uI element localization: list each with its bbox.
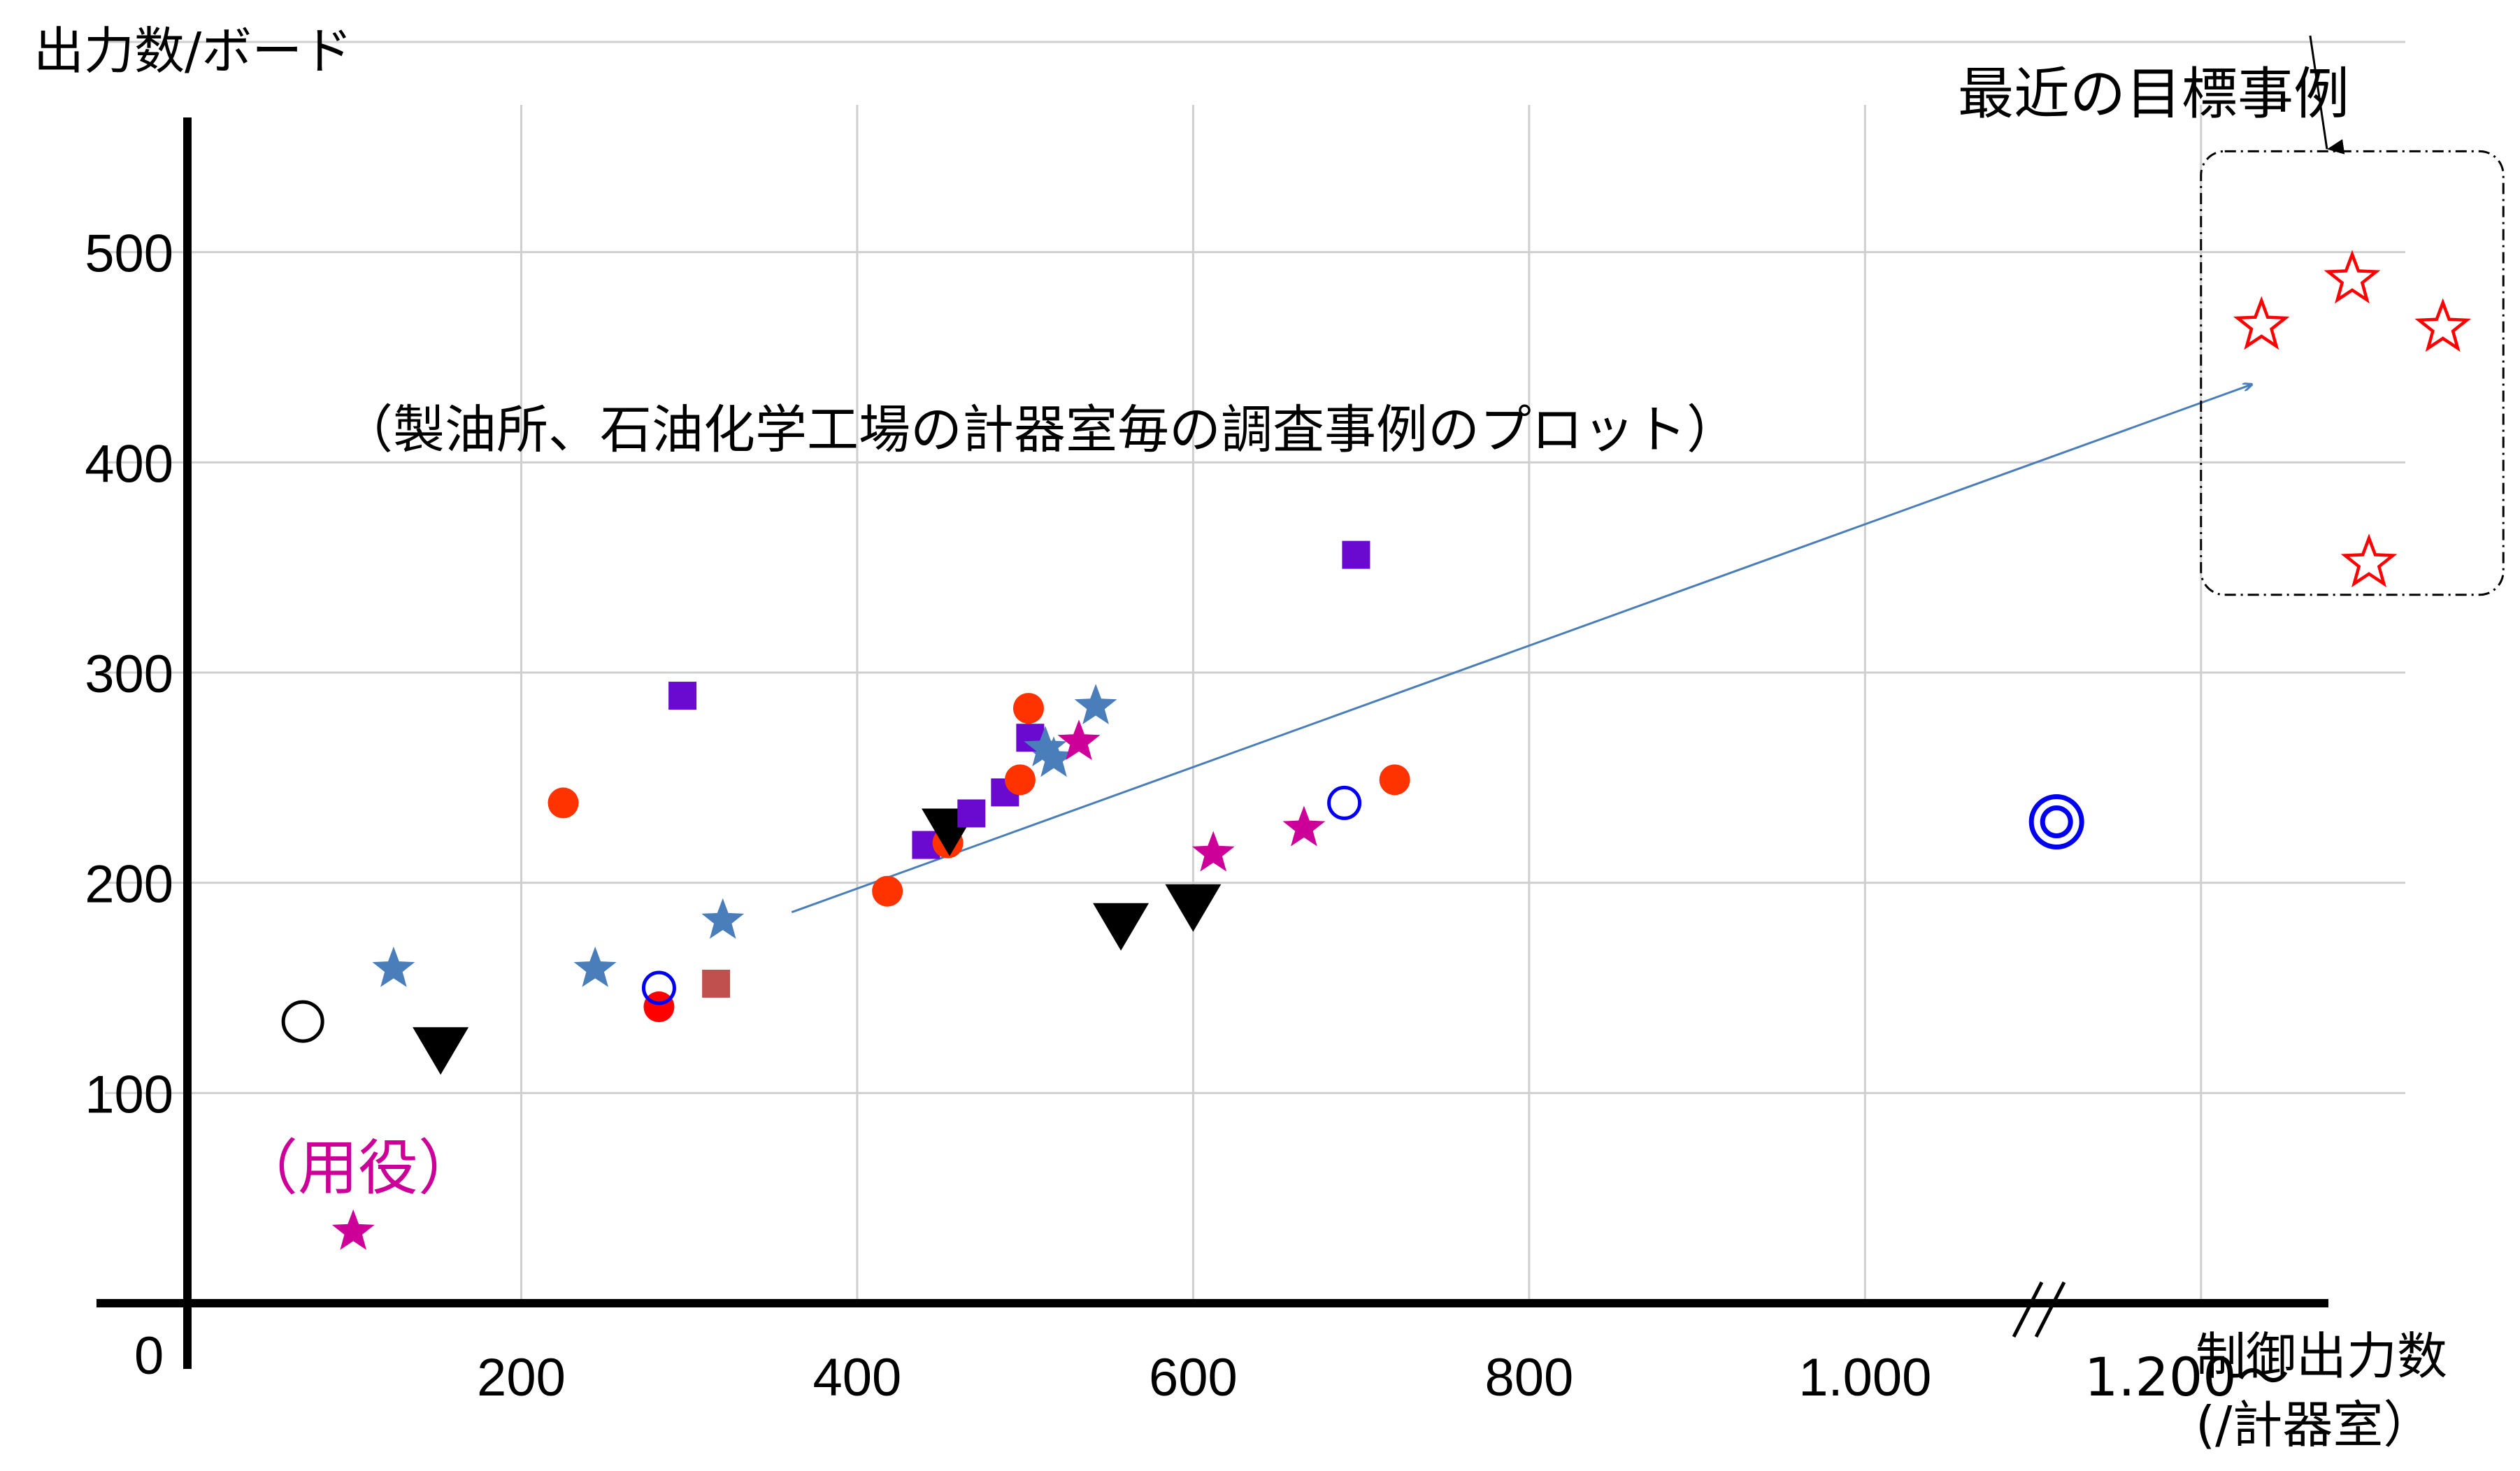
data-point-open-star xyxy=(2414,298,2471,352)
trend-arrow xyxy=(791,385,2251,914)
x-axis-label-sub: (/計器室） xyxy=(2196,1395,2433,1454)
data-point-double-circle-inner xyxy=(2040,805,2073,838)
target-box xyxy=(2200,150,2505,596)
data-point-circle xyxy=(1004,764,1036,796)
y-tick-label: 200 xyxy=(85,855,173,914)
data-point-star xyxy=(573,946,617,987)
data-point-star xyxy=(701,898,745,939)
data-point-star xyxy=(331,1209,375,1250)
chart-subtitle: （製油所、石油化学工場の計器室毎の調査事例のプロット） xyxy=(341,400,1738,460)
axes xyxy=(96,117,2328,1369)
data-point-circle xyxy=(1379,764,1410,796)
data-point-square xyxy=(702,969,731,998)
y-tick-label: 300 xyxy=(85,645,173,704)
data-point-square xyxy=(1342,540,1370,569)
data-point-double-circle xyxy=(2028,794,2084,849)
y-tick-label: 100 xyxy=(85,1065,173,1124)
data-point-circle xyxy=(1012,693,1044,724)
x-tick-label: 800 xyxy=(1484,1348,1573,1407)
target-examples-label: 最近の目標事例 xyxy=(1958,62,2349,127)
data-point-circle xyxy=(872,875,903,907)
utility-label: （用役） xyxy=(238,1133,478,1203)
data-point-open-circle xyxy=(641,970,676,1005)
data-point-star xyxy=(1191,831,1235,872)
data-point-open-star xyxy=(2233,296,2290,350)
x-tick-label: 200 xyxy=(477,1348,566,1407)
data-point-square xyxy=(957,799,986,828)
data-point-open-circle xyxy=(1327,785,1362,820)
data-point-open-star xyxy=(2340,533,2398,587)
gridlines xyxy=(105,41,2405,1299)
axis-break-mark xyxy=(2012,1281,2044,1338)
data-point-triangle xyxy=(1093,903,1150,951)
data-point-circle xyxy=(547,787,579,819)
y-tick-label: 500 xyxy=(85,224,173,284)
data-point-star xyxy=(1074,684,1117,724)
annotation-shapes xyxy=(791,35,2505,914)
x-tick-label: 400 xyxy=(813,1348,902,1407)
y-tick-label: 400 xyxy=(85,434,173,494)
target-label-pointer xyxy=(2309,35,2345,155)
data-point-star xyxy=(1057,719,1101,761)
x-tick-label: 600 xyxy=(1149,1348,1238,1407)
x-tick-label: 1.000 xyxy=(1798,1348,1931,1407)
data-point-star xyxy=(1024,726,1067,767)
data-point-triangle xyxy=(413,1027,469,1075)
y-axis-label: 出力数/ボード xyxy=(34,22,352,80)
data-point-star xyxy=(372,946,415,987)
data-point-star xyxy=(1032,736,1075,777)
data-point-circle xyxy=(643,991,675,1023)
origin-label: 0 xyxy=(134,1326,164,1386)
data-point-square xyxy=(668,682,697,710)
tick-labels: 200 400 600 800 1.000 1.200～ 100 200 300 400 500 xyxy=(85,224,2289,1408)
data-point-open-star xyxy=(2324,250,2381,304)
axis-break-mark xyxy=(2034,1281,2066,1338)
data-points xyxy=(281,250,2471,1250)
data-point-star xyxy=(1282,805,1326,847)
x-axis-label: 制御出力数 xyxy=(2196,1327,2447,1386)
data-point-open-circle xyxy=(281,1000,324,1043)
x-tick-label: 1.200～ xyxy=(2084,1346,2290,1408)
data-point-triangle xyxy=(1165,884,1222,932)
